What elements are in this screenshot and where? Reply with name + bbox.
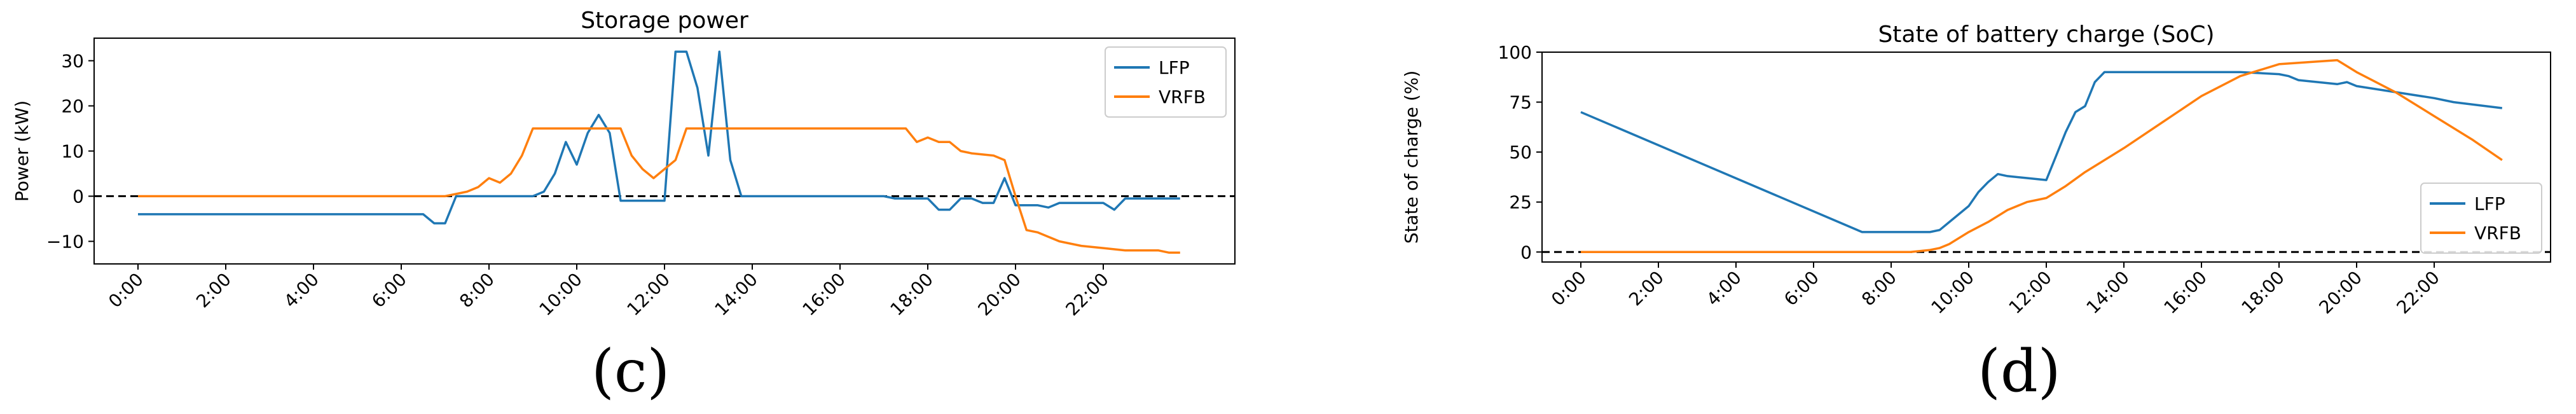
d-series-lfp <box>1580 71 2503 233</box>
c-xtick-label: 14:00 <box>711 269 762 320</box>
c-legend-label-lfp: LFP <box>1159 57 1190 78</box>
c-xtick-label: 18:00 <box>886 269 937 320</box>
d-xtick-label: 0:00 <box>1547 267 1590 310</box>
c-ytick-label: 20 <box>61 96 84 117</box>
d-xtick-label: 4:00 <box>1702 267 1746 310</box>
d-xtick-label: 14:00 <box>2083 267 2133 318</box>
c-xtick-label: 4:00 <box>280 269 323 312</box>
d-ylabel: State of charge (%) <box>1401 71 1422 244</box>
soc-chart: State of battery charge (SoC) State of ch… <box>1401 22 2551 318</box>
d-legend-label-lfp: LFP <box>2474 193 2505 214</box>
d-series-vrfb <box>1581 59 2503 254</box>
c-xtick-label: 12:00 <box>623 269 674 320</box>
c-xtick-label: 2:00 <box>192 269 235 312</box>
d-xtick-label: 8:00 <box>1857 267 1901 310</box>
d-ytick-label: 75 <box>1509 92 1532 113</box>
d-xtick-label: 10:00 <box>1927 267 1978 318</box>
c-xtick-label: 8:00 <box>455 269 499 312</box>
storage-power-chart: Storage power Power (kW) −10 0 10 20 30 0:00 2:0… <box>11 8 1236 320</box>
c-ytick-label: 10 <box>61 141 84 162</box>
d-legend-label-vrfb: VRFB <box>2474 223 2521 244</box>
c-legend <box>1105 46 1227 118</box>
d-xtick-label: 22:00 <box>2393 267 2444 318</box>
d-ytick-label: 0 <box>1520 242 1532 263</box>
d-legend <box>2420 183 2542 254</box>
d-title: State of battery charge (SoC) <box>1878 22 2214 48</box>
c-series-vrfb <box>138 127 1180 254</box>
c-title: Storage power <box>581 8 748 34</box>
d-xtick-label: 2:00 <box>1625 267 1668 310</box>
c-ytick-label: −10 <box>46 231 84 252</box>
c-ytick-label: 0 <box>72 186 84 207</box>
d-xtick-label: 18:00 <box>2238 267 2289 318</box>
d-xtick-label: 20:00 <box>2315 267 2366 318</box>
c-xtick-label: 10:00 <box>535 269 586 320</box>
c-xtick-label: 0:00 <box>104 269 148 312</box>
d-xtick-label: 6:00 <box>1780 267 1823 310</box>
c-series-lfp <box>138 50 1180 224</box>
c-xtick-label: 20:00 <box>974 269 1025 320</box>
d-ytick-label: 50 <box>1509 142 1532 163</box>
d-ytick-label: 25 <box>1509 192 1532 213</box>
c-xtick-label: 22:00 <box>1062 269 1113 320</box>
c-plot-frame <box>93 38 1236 265</box>
c-xtick-label: 6:00 <box>368 269 411 312</box>
d-ytick-label: 100 <box>1498 42 1532 63</box>
d-xtick-label: 16:00 <box>2160 267 2211 318</box>
d-plot-frame <box>1541 52 2551 263</box>
d-xtick-label: 12:00 <box>2005 267 2056 318</box>
c-ylabel: Power (kW) <box>11 100 32 202</box>
panel-label-d: (d) <box>1978 337 2061 405</box>
panel-label-c: (c) <box>591 337 670 405</box>
c-xtick-label: 16:00 <box>799 269 850 320</box>
c-legend-label-vrfb: VRFB <box>1159 86 1206 107</box>
c-ytick-label: 30 <box>61 51 84 72</box>
